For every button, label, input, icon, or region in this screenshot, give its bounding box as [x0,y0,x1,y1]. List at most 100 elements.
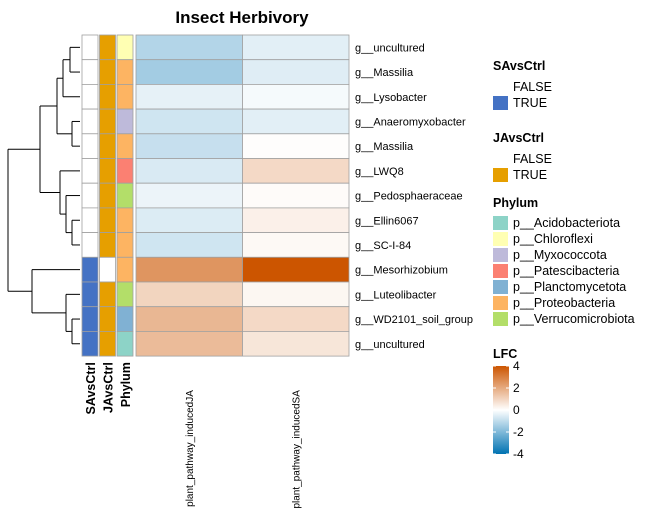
heatmap-cell [242,256,350,283]
heatmap-cell [135,330,243,357]
heatmap-cell [242,84,350,110]
heatmap-cell [135,133,243,159]
legend-label: p__Acidobacteriota [513,216,620,230]
annotation-cell-phylum [116,158,134,184]
annotation-cell-javsctrl [99,108,116,135]
heatmap-cell [135,108,243,135]
annotation-cell-javsctrl [99,34,116,61]
row-label: g__WD2101_soil_group [355,314,473,326]
row-label: g__Mesorhizobium [355,265,448,277]
annotation-cell-savsctrl [81,281,99,308]
annotation-cell-javsctrl [99,281,116,308]
column-label: plant_pathway_inducedJA [185,390,196,507]
colorbar-tick-label: 4 [513,359,520,373]
heatmap-cell [135,281,243,308]
row-labels: g__uncultured g__Massilia g__Lysobacter g__… [355,42,473,350]
annotation-cell-phylum [116,182,134,209]
row-label: g__Massilia [355,67,414,79]
legend-label: FALSE [513,152,552,166]
heatmap-cell [242,281,350,308]
heatmap-cell [135,306,243,332]
annotation-cell-savsctrl [81,34,99,61]
annotation-cell-phylum [116,330,134,357]
annotation-cell-savsctrl [81,84,99,110]
heatmap-cell [242,59,350,85]
legend-swatch [493,296,508,310]
annotation-cell-savsctrl [81,108,99,135]
annotation-cell-phylum [116,306,134,332]
annotation-cell-javsctrl [99,232,116,258]
annotation-cell-phylum [116,59,134,85]
annotation-cell-javsctrl [99,256,116,283]
heatmap-cell [242,330,350,357]
legend-label: p__Chloroflexi [513,232,593,246]
row-label: g__SC-I-84 [355,240,411,252]
heatmap-cell [135,182,243,209]
row-label: g__uncultured [355,42,425,54]
annotation-label: SAvsCtrl [84,362,98,414]
annotation-label: Phylum [119,362,133,407]
annotation-cell-javsctrl [99,182,116,209]
colorbar-tick-label: -4 [513,447,524,461]
annotation-cell-phylum [116,34,134,61]
legends: SAvsCtrl FALSE TRUE JAvsCtrl FALSE TRUE Phylum… [493,59,635,461]
row-label: g__Massilia [355,141,414,153]
legend-label: FALSE [513,80,552,94]
legend-swatch [493,248,508,262]
heatmap-cell [135,158,243,184]
annotation-cell-phylum [116,108,134,135]
colorbar-tick-label: 2 [513,381,520,395]
heatmap-cell [242,158,350,184]
annotation-cell-javsctrl [99,158,116,184]
colorbar-tick-label: -2 [513,425,524,439]
row-label: g__Luteolibacter [355,289,437,301]
annotation-cell-javsctrl [99,133,116,159]
legend-label: p__Proteobacteria [513,296,615,310]
heatmap-cell [242,232,350,258]
row-label: g__LWQ8 [355,166,404,178]
legend-label: TRUE [513,96,547,110]
heatmap-cell [135,256,243,283]
chart-title: Insect Herbivory [175,8,309,27]
annotation-cell-phylum [116,84,134,110]
heatmap-cell [135,34,243,61]
annotation-cell-savsctrl [81,232,99,258]
legend-title: LFC [493,347,517,361]
row-label: g__Pedosphaeraceae [355,191,463,203]
row-label: g__uncultured [355,339,425,351]
annotation-cell-savsctrl [81,306,99,332]
annotation-label: JAvsCtrl [102,362,116,413]
legend-title: Phylum [493,196,538,210]
legend-swatch [493,280,508,294]
legend-swatch [493,152,508,166]
colorbar-tick-label: 0 [513,403,520,417]
legend-label: p__Planctomycetota [513,280,626,294]
row-label: g__Lysobacter [355,92,427,104]
legend-swatch [493,312,508,326]
annotation-cell-savsctrl [81,256,99,283]
heatmap-cell [242,34,350,61]
annotation-labels: SAvsCtrl JAvsCtrl Phylum [84,362,133,414]
legend-swatch [493,264,508,278]
annotation-cell-phylum [116,256,134,283]
heatmap-cell [135,59,243,85]
heatmap-cell [242,133,350,159]
legend-label: p__Verrucomicrobiota [513,312,635,326]
heatmap-cell [242,207,350,233]
legend-swatch [493,168,508,182]
legend-title: SAvsCtrl [493,59,545,73]
annotation-cells [81,34,134,357]
annotation-cell-javsctrl [99,306,116,332]
column-labels: plant_pathway_inducedJA plant_pathway_ind… [185,390,303,509]
annotation-cell-savsctrl [81,158,99,184]
annotation-cell-savsctrl [81,207,99,233]
colorbar [493,366,509,454]
heatmap-cell [135,84,243,110]
legend-title: JAvsCtrl [493,131,544,145]
annotation-cell-javsctrl [99,330,116,357]
legend-label: p__Myxococcota [513,248,607,262]
legend-swatch [493,80,508,94]
column-label: plant_pathway_inducedSA [292,390,303,509]
legend-swatch [493,216,508,230]
